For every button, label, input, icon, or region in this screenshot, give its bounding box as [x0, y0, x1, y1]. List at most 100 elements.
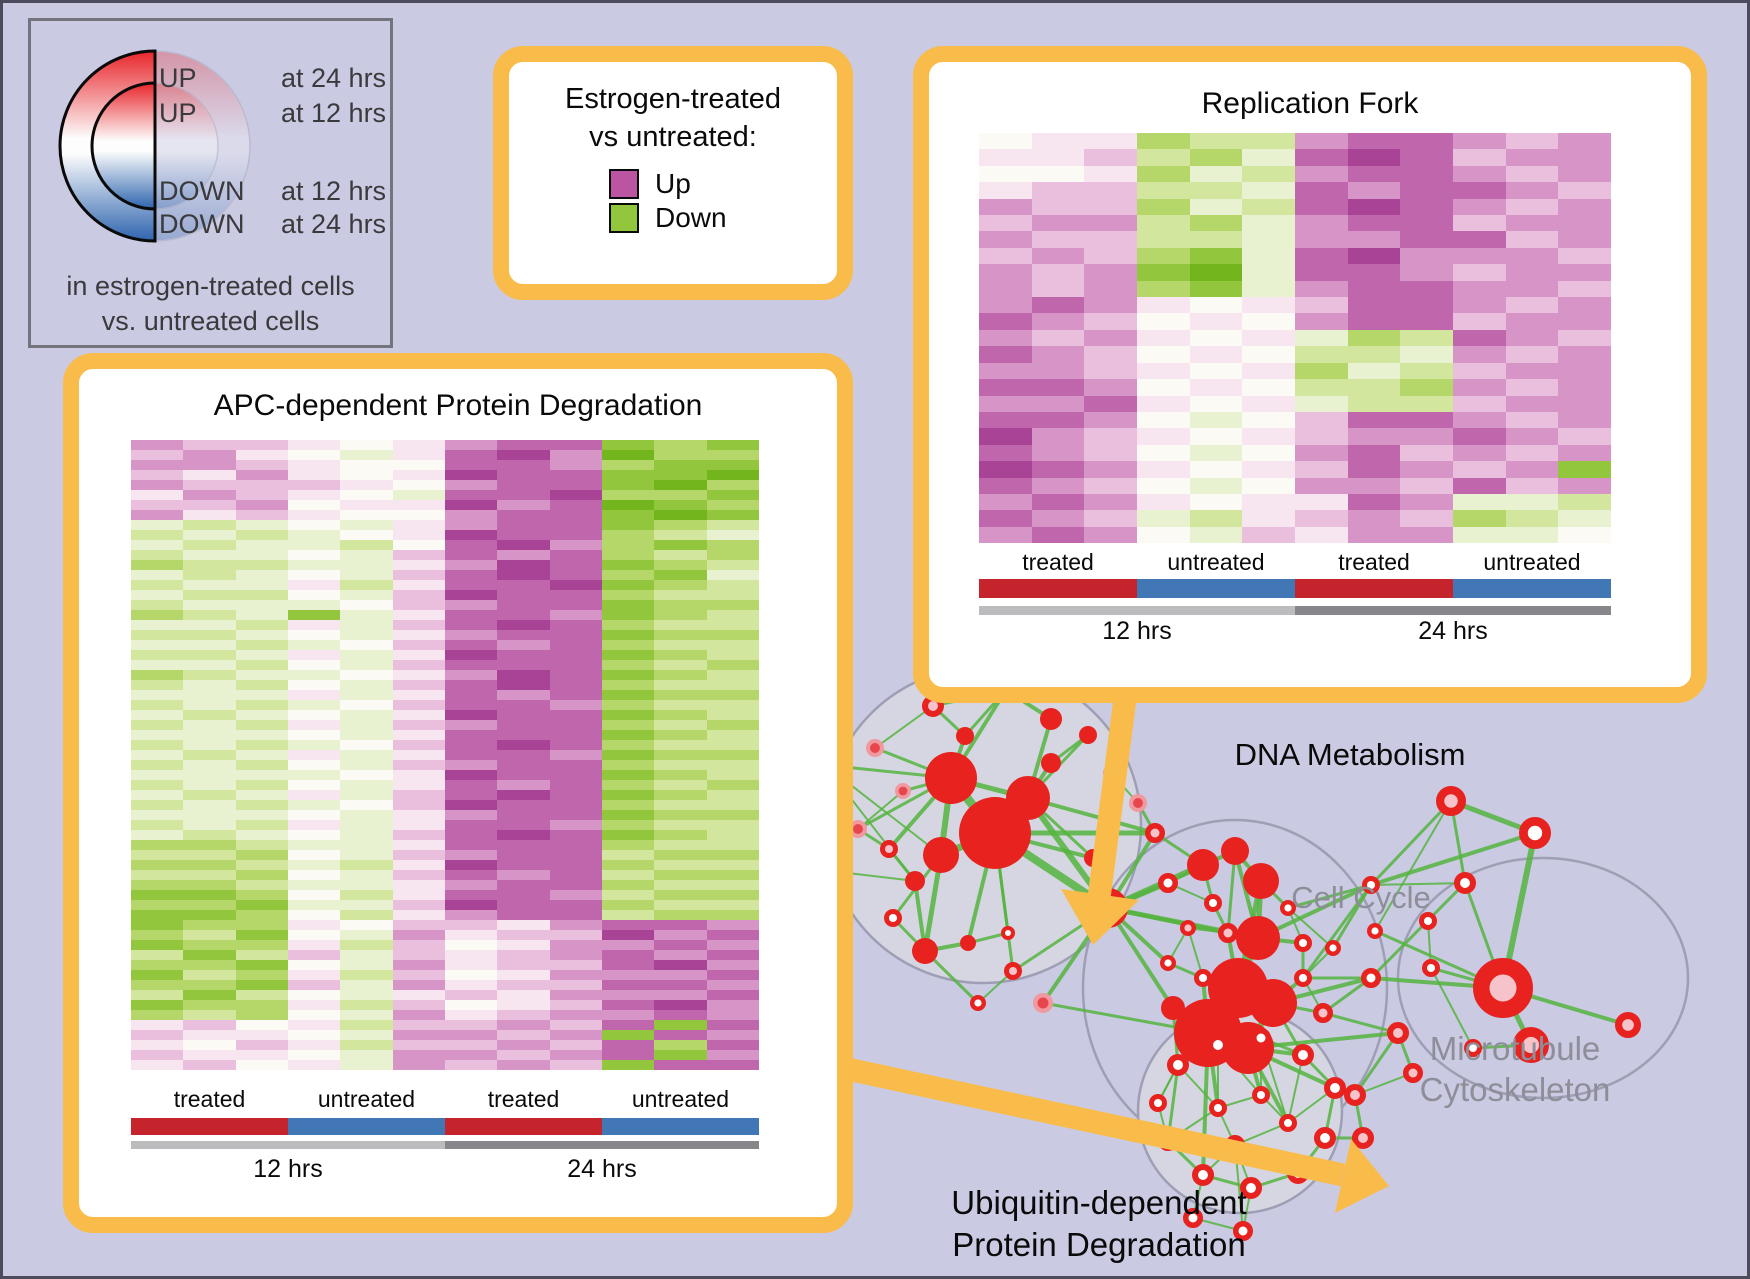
heatmap-cell	[549, 670, 602, 680]
heatmap-row	[131, 520, 759, 530]
heatmap-cell	[1505, 526, 1559, 544]
heatmap-cell	[497, 560, 550, 570]
heatmap-cell	[131, 790, 184, 800]
heatmap-cell	[235, 680, 288, 690]
heatmap-cell	[392, 950, 445, 960]
gene-node-solid	[1243, 863, 1279, 899]
heatmap-cell	[1453, 247, 1506, 265]
treated-bar	[1295, 579, 1453, 598]
heatmap-cell	[1084, 264, 1138, 281]
ubiquitin-line2: Protein Degradation	[952, 1226, 1246, 1263]
heatmap-cell	[1295, 428, 1348, 445]
heatmap-cell	[340, 730, 393, 740]
heatmap-cell	[392, 900, 445, 910]
heatmap-cell	[1295, 149, 1348, 166]
heatmap-cell	[340, 810, 393, 820]
replication-time-bars	[979, 606, 1611, 615]
heatmap-cell	[549, 940, 602, 950]
heatmap-cell	[340, 880, 393, 890]
heatmap-cell	[654, 850, 707, 860]
heatmap-cell	[1242, 149, 1296, 166]
heatmap-cell	[1295, 526, 1348, 544]
heatmap-cell	[979, 297, 1032, 314]
heatmap-cell	[235, 730, 288, 740]
heatmap-cell	[654, 610, 707, 620]
heatmap-cell	[497, 1030, 550, 1040]
heatmap-cell	[183, 920, 236, 930]
heatmap-cell	[340, 490, 393, 500]
heatmap-cell	[706, 810, 759, 820]
heatmap-cell	[183, 980, 236, 990]
heatmap-cell	[601, 800, 655, 810]
heatmap-cell	[444, 600, 498, 610]
heatmap-row	[979, 231, 1612, 248]
heatmap-cell	[654, 740, 707, 750]
heatmap-cell	[706, 480, 759, 490]
heatmap-cell	[497, 450, 550, 460]
updown-circle-glyph	[58, 49, 251, 243]
heatmap-row	[131, 1010, 759, 1020]
heatmap-cell	[1189, 510, 1243, 527]
group-label: treated	[487, 1086, 560, 1112]
heatmap-cell	[131, 910, 184, 920]
heatmap-cell	[1347, 280, 1401, 298]
network-edge	[1287, 1054, 1304, 1124]
hrs12-bar	[131, 1141, 445, 1149]
heatmap-cell	[549, 790, 602, 800]
heatmap-cell	[131, 740, 184, 750]
heatmap-cell	[1400, 395, 1454, 412]
heatmap-cell	[601, 870, 655, 880]
heatmap-row	[131, 670, 759, 680]
heatmap-cell	[706, 580, 759, 590]
gene-node-ring-white	[1159, 955, 1176, 972]
heatmap-cell	[706, 1000, 759, 1010]
heatmap-cell	[444, 610, 498, 620]
heatmap-cell	[601, 1000, 655, 1010]
heatmap-row	[979, 428, 1612, 445]
heatmap-cell	[392, 480, 445, 490]
heatmap-cell	[340, 860, 393, 870]
replication-fork-panel: Replication Fork treated untreated treated…	[913, 46, 1707, 703]
gene-node-solid	[1187, 849, 1219, 881]
heatmap-row	[131, 510, 759, 520]
heatmap-cell	[235, 480, 288, 490]
network-edge	[1369, 799, 1453, 887]
replication-condition-bars	[979, 579, 1611, 598]
heatmap-cell	[601, 700, 655, 710]
heatmap-row	[131, 840, 759, 850]
heatmap-cell	[1453, 297, 1506, 314]
heatmap-cell	[444, 670, 498, 680]
heatmap-cell	[601, 820, 655, 830]
heatmap-cell	[654, 980, 707, 990]
heatmap-cell	[654, 510, 707, 520]
heatmap-cell	[601, 570, 655, 580]
gene-node-solid	[1236, 916, 1280, 960]
heatmap-cell	[979, 165, 1032, 183]
gene-node-faded-core	[898, 786, 908, 796]
heatmap-cell	[235, 670, 288, 680]
heatmap-cell	[392, 920, 445, 930]
heatmap-cell	[654, 1020, 707, 1030]
down-24-time: at 24 hrs	[281, 209, 387, 239]
heatmap-cell	[1189, 215, 1243, 232]
heatmap-cell	[601, 530, 655, 540]
heatmap-cell	[1242, 182, 1296, 199]
heatmap-cell	[444, 580, 498, 590]
heatmap-cell	[1453, 329, 1506, 347]
heatmap-cell	[392, 810, 445, 820]
gene-node-ring-pink	[1436, 786, 1466, 816]
heatmap-cell	[235, 780, 288, 790]
heatmap-cell	[444, 530, 498, 540]
heatmap-cell	[1084, 379, 1138, 396]
apc-group-labels: treated untreated treated untreated	[131, 1086, 759, 1113]
heatmap-cell	[392, 990, 445, 1000]
heatmap-row	[131, 1030, 759, 1040]
heatmap-row	[131, 690, 759, 700]
heatmap-cell	[287, 630, 341, 640]
heatmap-cell	[340, 870, 393, 880]
heatmap-cell	[235, 930, 288, 940]
heatmap-cell	[979, 198, 1032, 216]
heatmap-cell	[601, 960, 655, 970]
replication-heatmap	[979, 133, 1612, 544]
heatmap-cell	[235, 460, 288, 470]
